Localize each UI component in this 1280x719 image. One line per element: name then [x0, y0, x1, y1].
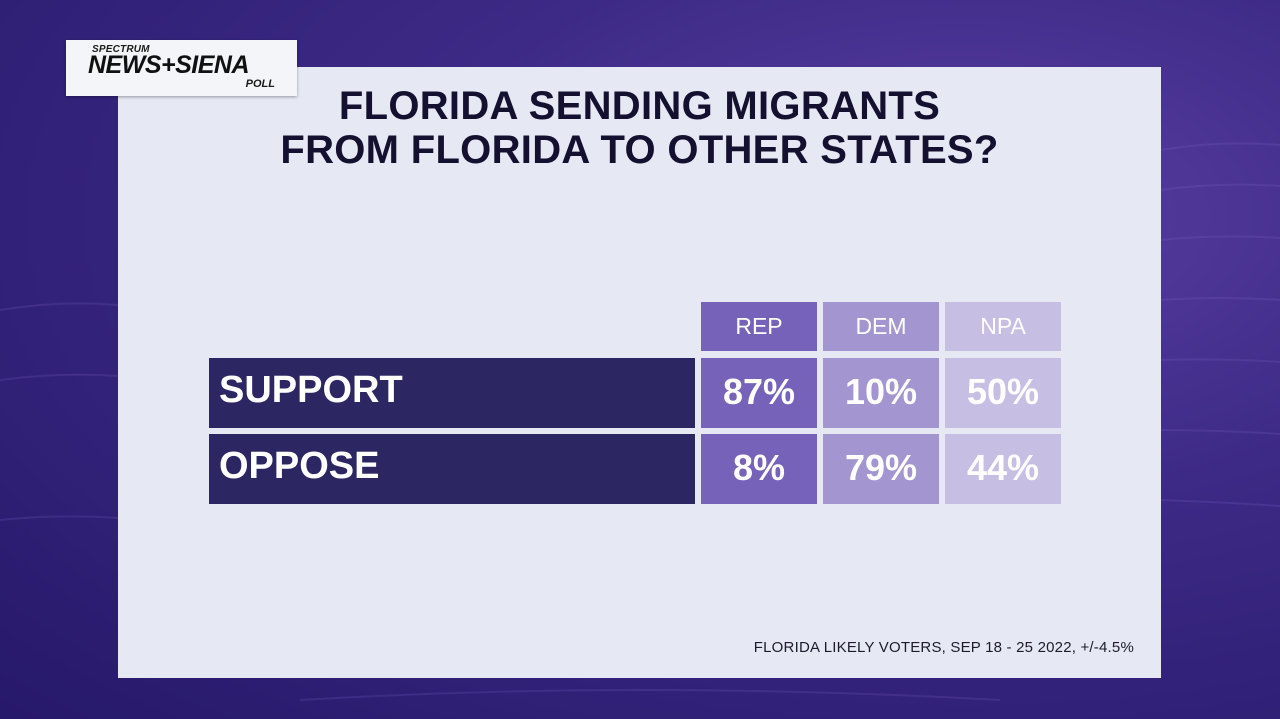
logo-main-text: NEWS+SIENA — [88, 51, 250, 79]
spectrum-news-siena-poll-logo: SPECTRUM NEWS+SIENA POLL — [66, 40, 297, 96]
chart-title-line-1: FLORIDA SENDING MIGRANTS — [338, 84, 941, 128]
logo-top-text: SPECTRUM — [92, 44, 150, 55]
row-label-support: SUPPORT — [209, 358, 695, 428]
column-header-rep: REP — [701, 302, 817, 351]
column-header-dem: DEM — [823, 302, 939, 351]
value-cell-support-npa: 50% — [945, 358, 1061, 428]
chart-title-line-2: FROM FLORIDA TO OTHER STATES? — [280, 128, 999, 172]
value-cell-support-rep: 87% — [701, 358, 817, 428]
row-label-oppose: OPPOSE — [209, 434, 695, 504]
value-cell-oppose-rep: 8% — [701, 434, 817, 504]
value-cell-oppose-npa: 44% — [945, 434, 1061, 504]
source-note: FLORIDA LIKELY VOTERS, SEP 18 - 25 2022,… — [753, 639, 1134, 656]
chart-title: FLORIDA SENDING MIGRANTS FROM FLORIDA TO… — [118, 84, 1161, 172]
column-header-npa: NPA — [945, 302, 1061, 351]
logo-bottom-text: POLL — [245, 78, 275, 90]
value-cell-oppose-dem: 79% — [823, 434, 939, 504]
value-cell-support-dem: 10% — [823, 358, 939, 428]
